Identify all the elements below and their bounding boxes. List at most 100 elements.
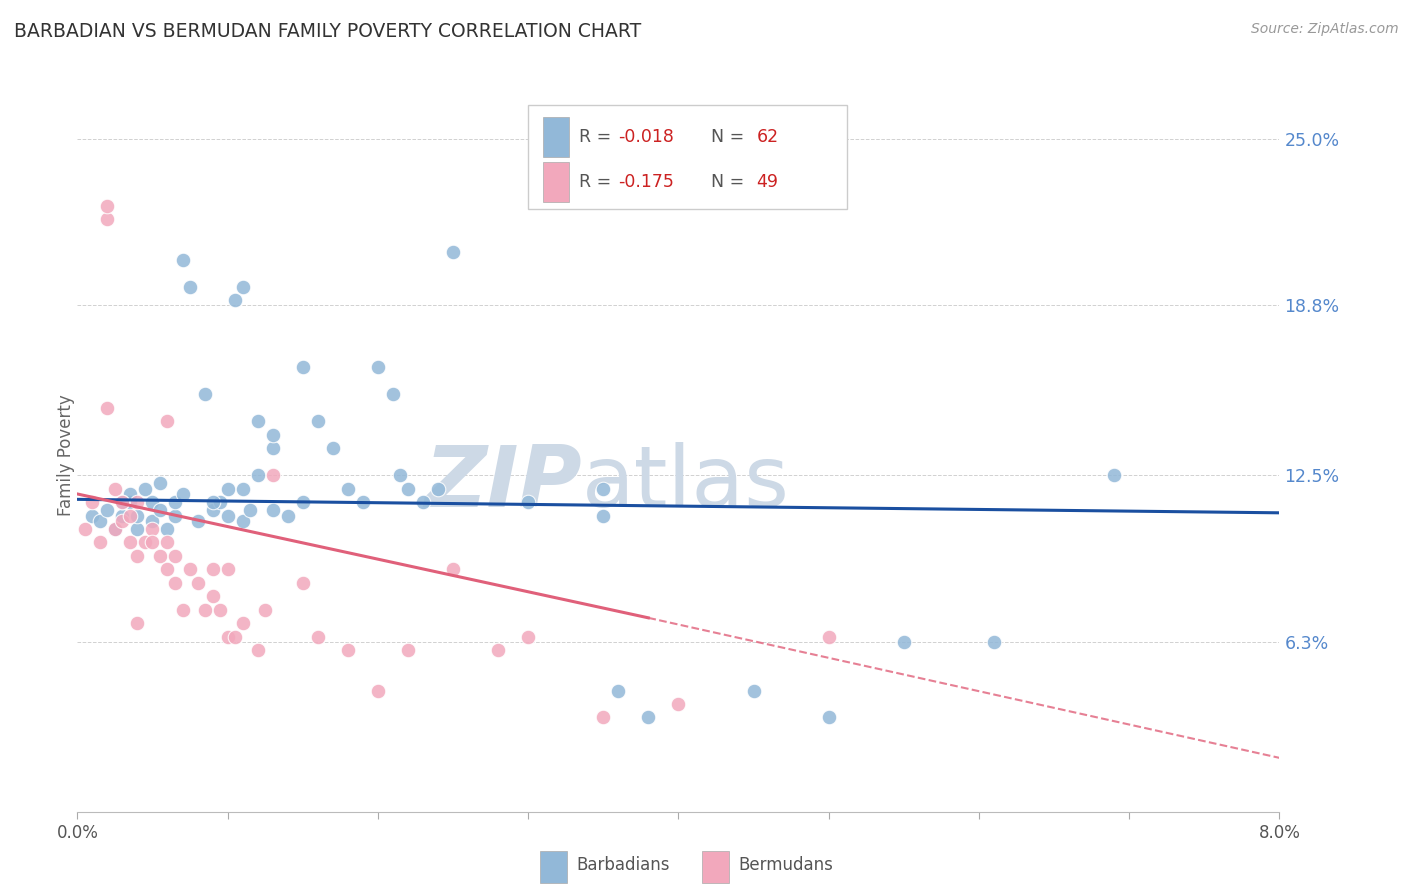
Text: N =: N = [711, 128, 749, 146]
Point [307, 630, 329, 644]
Point [73, 522, 96, 536]
Point [742, 683, 765, 698]
Text: Source: ZipAtlas.com: Source: ZipAtlas.com [1251, 22, 1399, 37]
Text: N =: N = [711, 173, 749, 191]
Text: 62: 62 [756, 128, 779, 146]
Point [96, 199, 118, 213]
Point [186, 575, 209, 590]
Text: atlas: atlas [582, 442, 790, 525]
Y-axis label: Family Poverty: Family Poverty [58, 394, 75, 516]
Point [367, 360, 389, 375]
Text: ZIP: ZIP [425, 442, 582, 525]
Text: 49: 49 [756, 173, 779, 191]
Point [441, 562, 464, 576]
Point [118, 535, 141, 549]
Point [412, 495, 434, 509]
Point [201, 562, 224, 576]
Point [517, 630, 540, 644]
Text: -0.018: -0.018 [619, 128, 673, 146]
Point [983, 635, 1005, 649]
Text: Barbadians: Barbadians [576, 856, 669, 874]
Point [396, 482, 419, 496]
Point [352, 495, 374, 509]
Point [277, 508, 299, 523]
Point [163, 549, 186, 563]
Point [291, 495, 314, 509]
Point [607, 683, 630, 698]
Point [637, 710, 659, 724]
Point [163, 495, 186, 509]
Point [817, 710, 839, 724]
Point [246, 468, 269, 483]
Point [224, 293, 246, 307]
Point [336, 482, 359, 496]
Bar [543, 162, 569, 202]
Point [291, 575, 314, 590]
Point [118, 495, 141, 509]
Point [82, 508, 104, 523]
Point [592, 482, 614, 496]
Point [104, 522, 127, 536]
Point [217, 482, 239, 496]
Point [517, 495, 540, 509]
Point [134, 482, 156, 496]
Text: -0.175: -0.175 [619, 173, 673, 191]
Point [172, 603, 194, 617]
Point [232, 514, 254, 528]
Point [262, 427, 284, 442]
Point [111, 508, 134, 523]
Text: BARBADIAN VS BERMUDAN FAMILY POVERTY CORRELATION CHART: BARBADIAN VS BERMUDAN FAMILY POVERTY COR… [14, 22, 641, 41]
Point [149, 549, 172, 563]
Point [367, 683, 389, 698]
Point [217, 562, 239, 576]
Point [336, 643, 359, 657]
Point [156, 535, 179, 549]
Point [224, 630, 246, 644]
Point [668, 697, 690, 711]
Point [232, 616, 254, 631]
Point [291, 360, 314, 375]
Point [141, 514, 163, 528]
Point [163, 508, 186, 523]
Point [111, 495, 134, 509]
Point [254, 603, 277, 617]
Point [396, 643, 419, 657]
Point [127, 508, 149, 523]
Point [217, 508, 239, 523]
Point [186, 514, 209, 528]
Point [156, 414, 179, 428]
Point [96, 212, 118, 227]
Point [179, 279, 201, 293]
Bar [540, 851, 567, 883]
Point [96, 401, 118, 415]
Point [156, 562, 179, 576]
Point [141, 522, 163, 536]
Point [592, 508, 614, 523]
Text: R =: R = [579, 173, 616, 191]
Point [194, 387, 217, 401]
Point [163, 575, 186, 590]
Point [893, 635, 915, 649]
Point [89, 514, 111, 528]
Point [427, 482, 450, 496]
Point [96, 503, 118, 517]
Point [262, 503, 284, 517]
Point [141, 495, 163, 509]
Point [239, 503, 262, 517]
Text: Bermudans: Bermudans [738, 856, 834, 874]
Point [172, 487, 194, 501]
Point [111, 495, 134, 509]
Point [232, 279, 254, 293]
Point [307, 414, 329, 428]
Point [127, 522, 149, 536]
Text: R =: R = [579, 128, 616, 146]
Point [149, 476, 172, 491]
FancyBboxPatch shape [529, 105, 846, 209]
Point [104, 522, 127, 536]
Bar [543, 118, 569, 157]
Point [134, 535, 156, 549]
Point [201, 589, 224, 603]
Point [381, 387, 404, 401]
Point [104, 482, 127, 496]
Point [118, 508, 141, 523]
